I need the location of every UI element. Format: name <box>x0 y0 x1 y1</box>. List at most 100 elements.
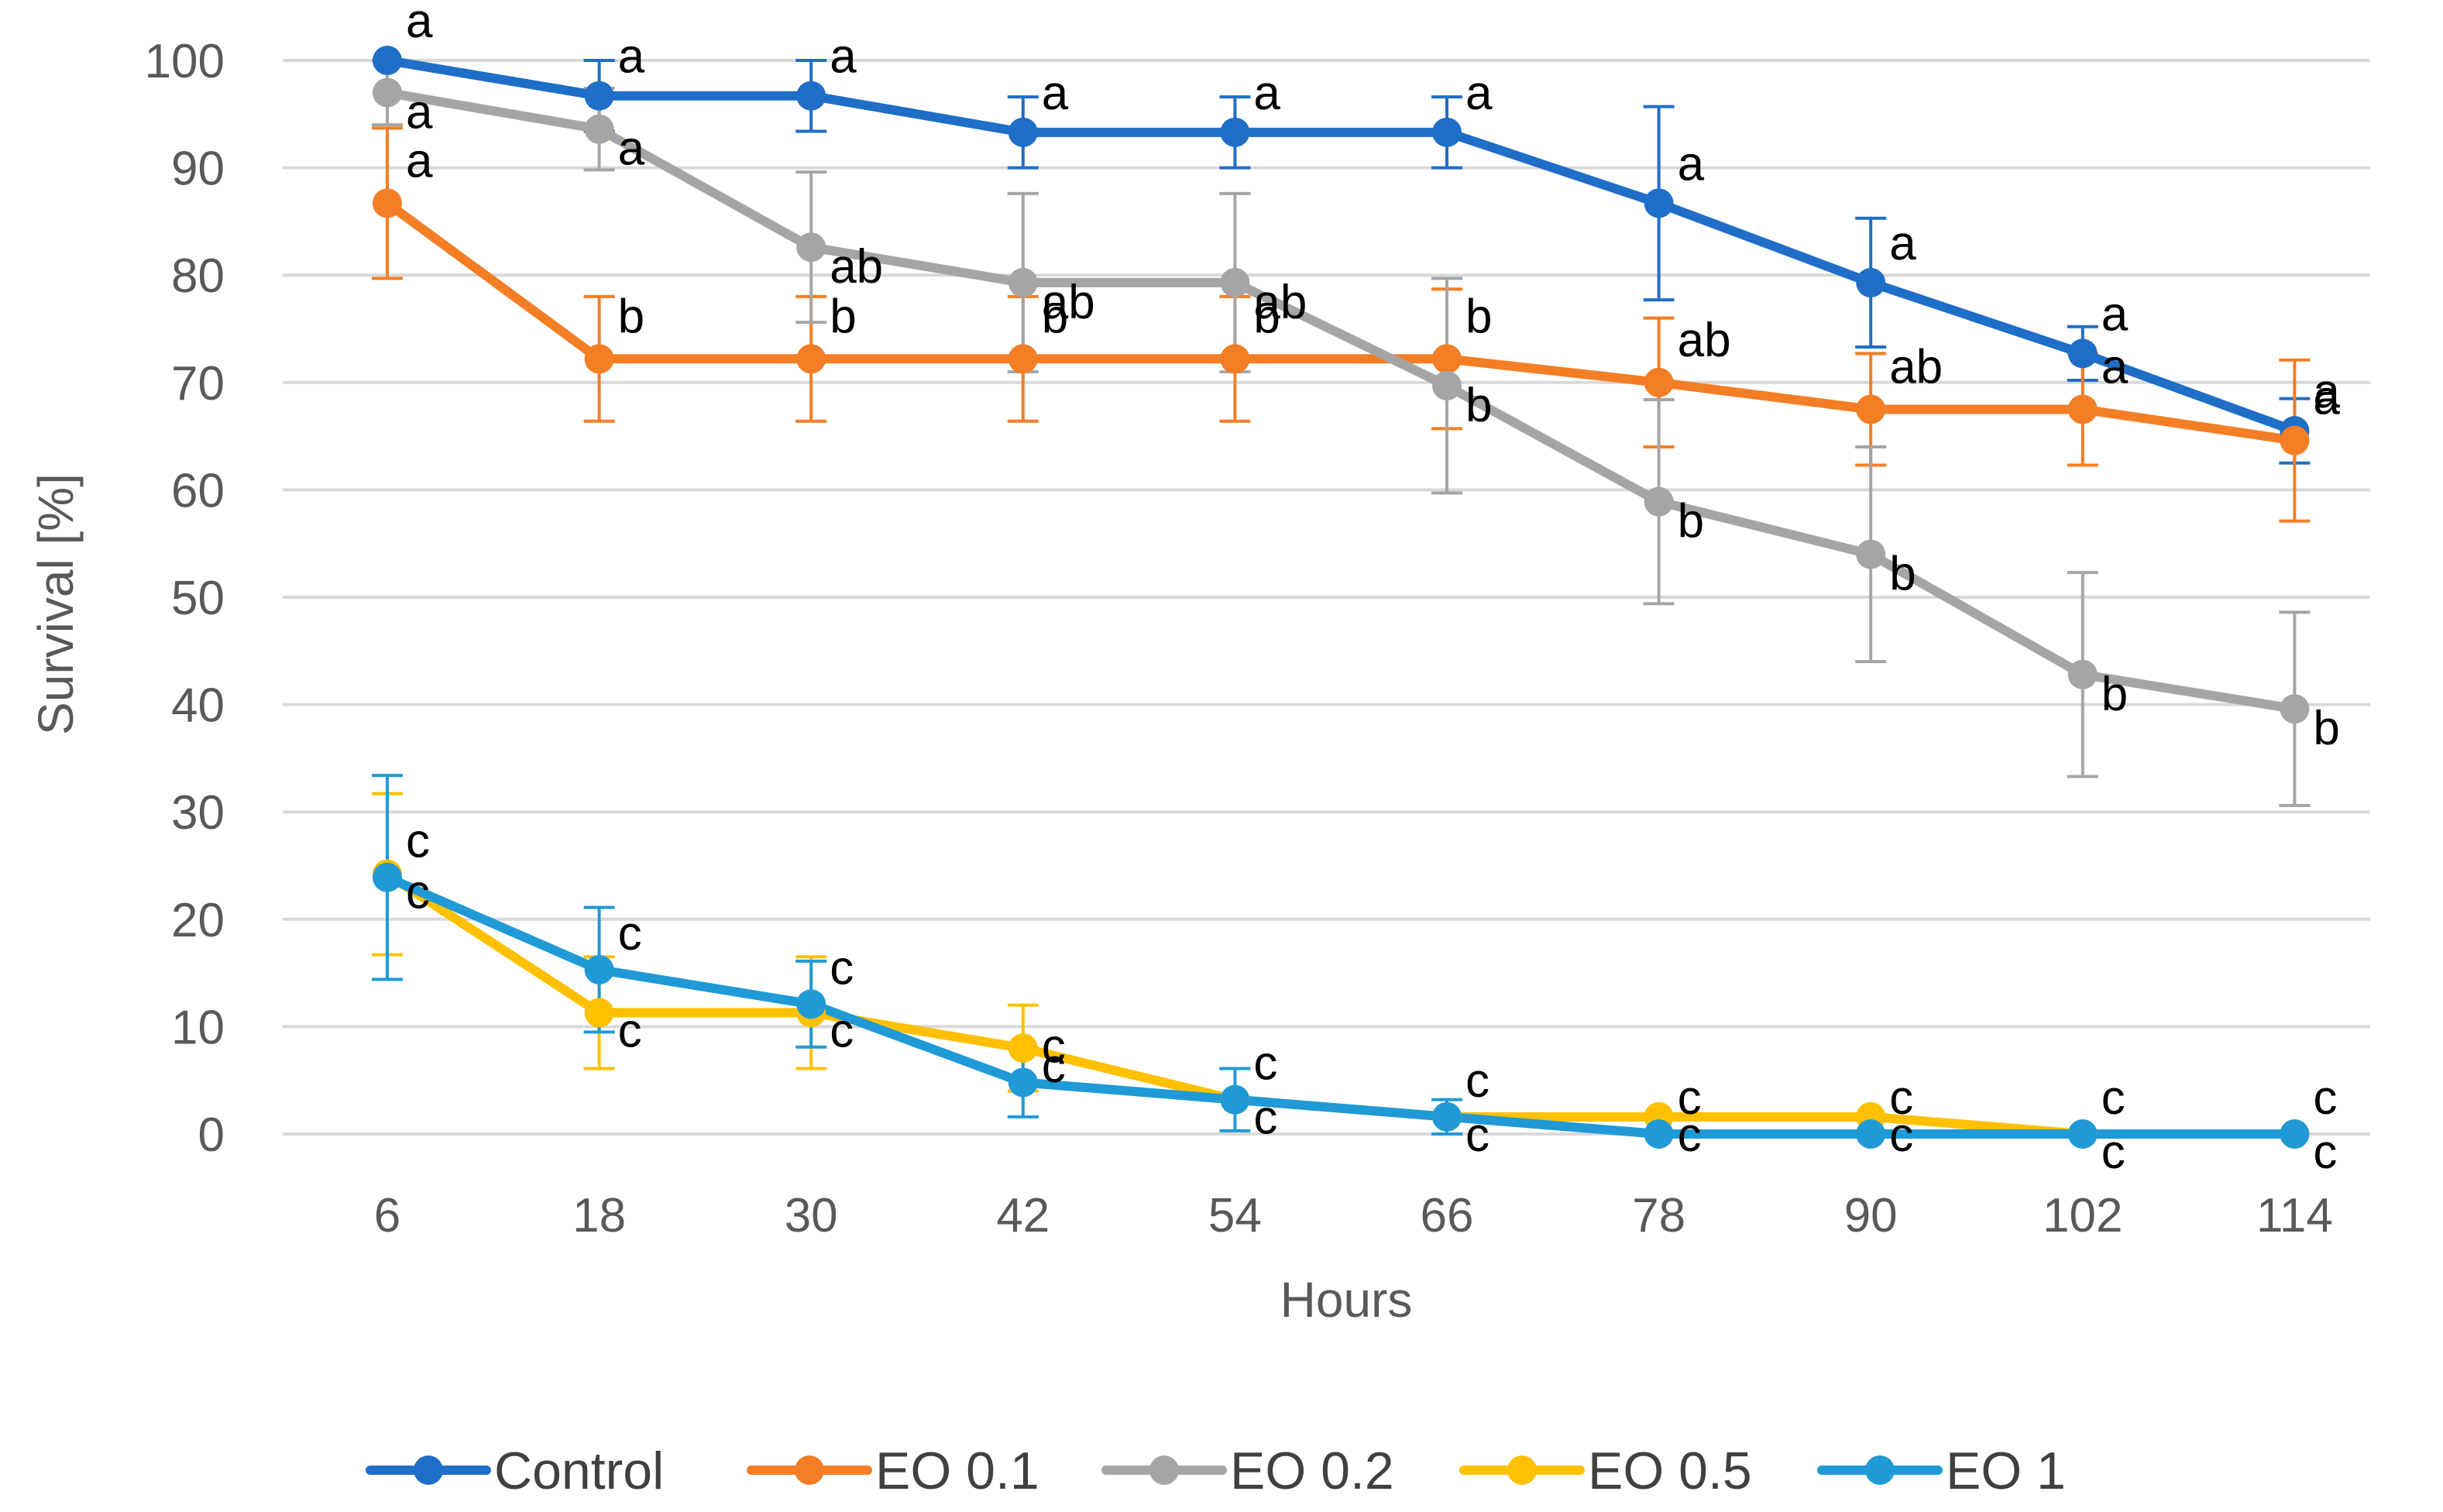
eo-1-significance-letter: c <box>2313 1071 2337 1125</box>
eo-0-2-data-point <box>1432 370 1462 400</box>
eo-0-1-data-point <box>2280 425 2310 455</box>
eo-0-5-significance-letter: c <box>1889 1108 1913 1162</box>
eo-1-significance-letter: c <box>830 941 854 995</box>
control-significance-letter: a <box>1042 67 1069 120</box>
y-tick-label: 20 <box>171 894 225 947</box>
eo-0-2-significance-letter: ab <box>1042 276 1095 329</box>
eo-0-1-significance-letter: b <box>1042 290 1068 343</box>
control-significance-letter: a <box>1889 217 1916 270</box>
legend-item-eo-1: EO 1 <box>1817 1442 2066 1500</box>
eo-0-1-data-point <box>1432 344 1462 374</box>
eo-0-2-data-point <box>373 77 402 108</box>
eo-0-1-data-point <box>373 188 402 218</box>
eo-1-significance-letter: c <box>618 907 642 960</box>
eo-0-5-significance-letter: c <box>1465 1108 1490 1162</box>
eo-0-2-data-point <box>1856 539 1886 569</box>
control-data-point <box>796 81 826 111</box>
legend-swatch-marker <box>1149 1455 1179 1485</box>
eo-0-5-data-point <box>584 998 614 1028</box>
x-tick-label: 6 <box>374 1189 400 1242</box>
series-lines <box>383 56 2300 1139</box>
x-tick-label: 78 <box>1632 1189 1685 1242</box>
x-tick-label: 18 <box>572 1189 626 1242</box>
eo-0-2-data-point <box>1008 267 1038 297</box>
x-tick-label: 114 <box>2256 1189 2333 1242</box>
legend-item-eo-0-5: EO 0.5 <box>1459 1442 1752 1500</box>
legend-swatch-marker <box>1865 1455 1895 1485</box>
eo-0-1-significance-letter: a <box>406 134 433 187</box>
control-data-point <box>1220 117 1250 147</box>
eo-0-1-significance-letter: b <box>1253 290 1280 343</box>
eo-0-2-data-point <box>1644 486 1674 517</box>
eo-1-significance-letter: c <box>1678 1071 1702 1125</box>
eo-0-1-significance-letter: b <box>618 290 644 343</box>
eo-0-1-significance-letter: ab <box>1889 340 1943 393</box>
gridlines <box>283 59 2370 1136</box>
eo-1-data-point <box>1008 1067 1038 1098</box>
legend-swatch-marker <box>795 1455 824 1485</box>
eo-0-1-significance-letter: b <box>1465 290 1492 343</box>
eo-0-5-significance-letter: c <box>618 1004 642 1057</box>
eo-1-data-point <box>1432 1101 1462 1132</box>
eo-0-2-significance-letter: b <box>1465 379 1492 432</box>
eo-0-5-significance-letter: c <box>2101 1125 2125 1179</box>
eo-1-significance-letter: c <box>2101 1071 2125 1125</box>
control-data-point <box>1856 267 1886 297</box>
eo-0-2-significance-letter: b <box>2313 702 2339 755</box>
y-tick-label: 90 <box>171 143 225 196</box>
control-data-point <box>1644 188 1674 218</box>
x-tick-label: 66 <box>1421 1189 1474 1242</box>
y-tick-label: 10 <box>171 1001 225 1054</box>
eo-0-5-data-point <box>1008 1033 1038 1064</box>
y-tick-label: 100 <box>145 35 225 88</box>
eo-0-1-data-point <box>796 344 826 374</box>
x-tick-label: 42 <box>996 1189 1050 1242</box>
x-axis-ticks: 6 18 30 42 54 66 78 90 102 114 <box>374 1189 2333 1242</box>
control-significance-letter: a <box>830 30 857 84</box>
control-significance-letter: a <box>2101 287 2129 341</box>
control-data-point <box>584 81 614 111</box>
y-tick-label: 40 <box>171 679 225 733</box>
legend-swatch-marker <box>414 1455 443 1485</box>
y-tick-label: 70 <box>171 357 225 411</box>
legend-item-eo-0-2: EO 0.2 <box>1101 1442 1394 1500</box>
control-significance-letter: a <box>1465 67 1493 120</box>
eo-0-1-data-point <box>1644 367 1674 397</box>
legend-label: EO 0.5 <box>1588 1442 1752 1500</box>
eo-1-data-point <box>796 989 826 1019</box>
eo-0-2-significance-letter: b <box>1678 495 1704 548</box>
control-significance-letter: a <box>1678 137 1705 191</box>
eo-0-2-series-line <box>383 88 2300 714</box>
eo-1-data-point <box>2280 1119 2310 1149</box>
eo-1-series-line <box>383 872 2300 1139</box>
eo-1-significance-letter: c <box>406 815 430 868</box>
x-tick-label: 54 <box>1208 1189 1262 1242</box>
eo-0-1-significance-letter: b <box>830 290 856 343</box>
legend: Control EO 0.1 EO 0.2 EO 0.5 EO 1 <box>366 1442 2066 1500</box>
eo-0-2-data-point <box>2067 659 2098 689</box>
eo-0-5-significance-letter: c <box>1678 1108 1702 1162</box>
y-tick-label: 30 <box>171 786 225 840</box>
control-significance-letter: a <box>618 30 645 84</box>
eo-0-5-significance-letter: c <box>1042 1040 1066 1093</box>
eo-0-2-significance-letter: a <box>406 86 433 139</box>
eo-1-data-point <box>1644 1119 1674 1149</box>
eo-0-1-data-point <box>2067 394 2098 424</box>
x-tick-label: 30 <box>785 1189 838 1242</box>
eo-0-1-series-line <box>383 198 2300 445</box>
x-tick-label: 102 <box>2043 1189 2122 1242</box>
legend-item-control: Control <box>366 1442 664 1500</box>
eo-0-1-significance-letter: ab <box>1678 314 1731 367</box>
eo-0-2-significance-letter: b <box>1889 548 1916 601</box>
eo-0-2-data-point <box>796 232 826 263</box>
eo-0-1-significance-letter: a <box>2313 372 2340 425</box>
eo-0-5-significance-letter: c <box>2313 1125 2337 1179</box>
eo-1-significance-letter: c <box>1465 1054 1490 1108</box>
y-tick-label: 50 <box>171 572 225 625</box>
legend-label: Control <box>494 1442 664 1500</box>
x-tick-label: 90 <box>1844 1189 1898 1242</box>
eo-0-5-significance-letter: c <box>1253 1091 1277 1145</box>
eo-0-2-data-point <box>1220 267 1250 297</box>
y-tick-label: 60 <box>171 464 225 517</box>
